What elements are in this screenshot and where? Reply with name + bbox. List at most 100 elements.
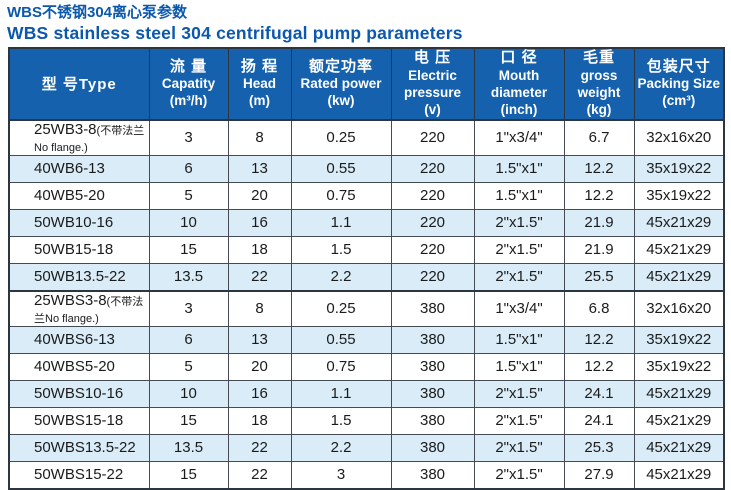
column-header-capacity: 流 量 Capatity (m³/h)	[148, 47, 229, 121]
pump-model: 25WB3-8	[34, 120, 97, 138]
type-cell: 25WBS3-8(不带法兰No flange.)	[8, 289, 150, 327]
pump-model: 50WBS10-16	[34, 385, 124, 403]
head-cell: 16	[227, 208, 292, 237]
type-cell: 40WB5-20	[8, 181, 150, 210]
header-row: 型 号Type 流 量 Capatity (m³/h) 扬 程 Head (m)…	[8, 47, 725, 121]
mouth-diameter-cell: 2"x1.5"	[473, 262, 565, 292]
pump-model: 50WB10-16	[34, 214, 114, 232]
type-cell: 25WB3-8(不带法兰No flange.)	[8, 119, 150, 156]
gross-weight-cell: 21.9	[563, 235, 635, 264]
packing-size-cell: 45x21x29	[633, 235, 725, 264]
rated-power-cell: 0.25	[290, 289, 392, 327]
table-body: 25WB3-8(不带法兰No flange.) 3 8 0.25 220 1"x…	[8, 119, 725, 490]
type-cell: 40WB6-13	[8, 154, 150, 183]
voltage-cell: 380	[390, 289, 475, 327]
table-row: 50WB10-16 10 16 1.1 220 2"x1.5" 21.9 45x…	[8, 208, 725, 237]
type-cell: 40WBS5-20	[8, 352, 150, 381]
packing-size-cell: 35x19x22	[633, 154, 725, 183]
packing-size-cell: 45x21x29	[633, 379, 725, 408]
gross-weight-cell: 6.7	[563, 119, 635, 156]
pump-model-note: (不带法兰No flange.)	[34, 295, 144, 325]
table-row: 40WBS6-13 6 13 0.55 380 1.5"x1" 12.2 35x…	[8, 325, 725, 354]
table-row: 50WB15-18 15 18 1.5 220 2"x1.5" 21.9 45x…	[8, 235, 725, 264]
mouth-diameter-cell: 2"x1.5"	[473, 433, 565, 462]
page-title-zh: WBS不锈钢304离心泵参数	[7, 4, 188, 21]
type-cell: 50WBS15-22	[8, 460, 150, 490]
mouth-diameter-cell: 1.5"x1"	[473, 181, 565, 210]
pump-model-note: (不带法兰No flange.)	[34, 124, 145, 154]
page-title-en: WBS stainless steel 304 centrifugal pump…	[7, 23, 463, 44]
gross-weight-cell: 12.2	[563, 154, 635, 183]
type-cell: 50WBS15-18	[8, 406, 150, 435]
mouth-diameter-cell: 1.5"x1"	[473, 154, 565, 183]
voltage-cell: 220	[390, 208, 475, 237]
rated-power-cell: 1.5	[290, 406, 392, 435]
mouth-diameter-cell: 1"x3/4"	[473, 119, 565, 156]
table-row: 40WB6-13 6 13 0.55 220 1.5"x1" 12.2 35x1…	[8, 154, 725, 183]
head-cell: 8	[227, 119, 292, 156]
voltage-cell: 380	[390, 460, 475, 490]
table-row: 50WBS13.5-22 13.5 22 2.2 380 2"x1.5" 25.…	[8, 433, 725, 462]
pump-model: 25WBS3-8	[34, 291, 107, 309]
table-row: 25WBS3-8(不带法兰No flange.) 3 8 0.25 380 1"…	[8, 289, 725, 327]
head-cell: 8	[227, 289, 292, 327]
capacity-cell: 3	[148, 289, 229, 327]
pump-model: 50WB13.5-22	[34, 268, 126, 286]
pump-parameters-table: 型 号Type 流 量 Capatity (m³/h) 扬 程 Head (m)…	[8, 47, 725, 490]
pump-model: 40WBS5-20	[34, 358, 115, 376]
header-type-label: 型 号Type	[41, 76, 117, 94]
capacity-cell: 6	[148, 325, 229, 354]
gross-weight-cell: 27.9	[563, 460, 635, 490]
rated-power-cell: 2.2	[290, 262, 392, 292]
type-cell: 50WB15-18	[8, 235, 150, 264]
rated-power-cell: 1.5	[290, 235, 392, 264]
type-cell: 50WB13.5-22	[8, 262, 150, 292]
voltage-cell: 220	[390, 181, 475, 210]
head-cell: 20	[227, 352, 292, 381]
capacity-cell: 13.5	[148, 262, 229, 292]
gross-weight-cell: 25.5	[563, 262, 635, 292]
head-cell: 16	[227, 379, 292, 408]
rated-power-cell: 0.25	[290, 119, 392, 156]
voltage-cell: 380	[390, 379, 475, 408]
mouth-diameter-cell: 2"x1.5"	[473, 460, 565, 490]
gross-weight-cell: 12.2	[563, 181, 635, 210]
pump-model: 40WB5-20	[34, 187, 105, 205]
gross-weight-cell: 24.1	[563, 379, 635, 408]
pump-model: 40WBS6-13	[34, 331, 115, 349]
head-cell: 20	[227, 181, 292, 210]
voltage-cell: 220	[390, 235, 475, 264]
packing-size-cell: 45x21x29	[633, 262, 725, 292]
pump-model: 50WB15-18	[34, 241, 114, 259]
table-row: 50WBS15-18 15 18 1.5 380 2"x1.5" 24.1 45…	[8, 406, 725, 435]
rated-power-cell: 0.75	[290, 181, 392, 210]
mouth-diameter-cell: 2"x1.5"	[473, 379, 565, 408]
head-cell: 13	[227, 325, 292, 354]
capacity-cell: 10	[148, 379, 229, 408]
voltage-cell: 380	[390, 352, 475, 381]
head-cell: 13	[227, 154, 292, 183]
voltage-cell: 380	[390, 325, 475, 354]
column-header-mouth-diameter: 口 径 Mouth diameter (inch)	[473, 47, 565, 121]
type-cell: 50WBS13.5-22	[8, 433, 150, 462]
column-header-head: 扬 程 Head (m)	[227, 47, 292, 121]
head-cell: 22	[227, 433, 292, 462]
gross-weight-cell: 25.3	[563, 433, 635, 462]
gross-weight-cell: 12.2	[563, 352, 635, 381]
capacity-cell: 10	[148, 208, 229, 237]
packing-size-cell: 45x21x29	[633, 433, 725, 462]
table-row: 50WBS10-16 10 16 1.1 380 2"x1.5" 24.1 45…	[8, 379, 725, 408]
pump-model: 50WBS13.5-22	[34, 439, 136, 457]
mouth-diameter-cell: 2"x1.5"	[473, 406, 565, 435]
head-cell: 22	[227, 460, 292, 490]
capacity-cell: 15	[148, 235, 229, 264]
voltage-cell: 220	[390, 119, 475, 156]
capacity-cell: 3	[148, 119, 229, 156]
column-header-type: 型 号Type	[8, 47, 150, 121]
column-header-gross-weight: 毛重 gross weight (kg)	[563, 47, 635, 121]
rated-power-cell: 1.1	[290, 379, 392, 408]
rated-power-cell: 1.1	[290, 208, 392, 237]
type-cell: 50WB10-16	[8, 208, 150, 237]
packing-size-cell: 35x19x22	[633, 181, 725, 210]
voltage-cell: 380	[390, 406, 475, 435]
